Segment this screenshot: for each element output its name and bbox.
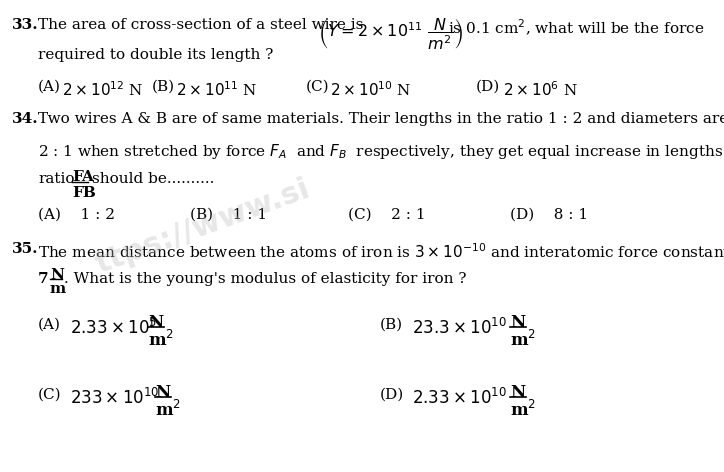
Text: (D)    8 : 1: (D) 8 : 1 [510, 208, 588, 222]
Text: $2.33 \times 10^{10}$: $2.33 \times 10^{10}$ [412, 388, 507, 408]
Text: m$^{2}$: m$^{2}$ [155, 400, 181, 420]
Text: FB: FB [72, 186, 96, 200]
Text: $23.3 \times 10^{10}$: $23.3 \times 10^{10}$ [412, 318, 507, 338]
Text: $233 \times 10^{10}$: $233 \times 10^{10}$ [70, 388, 159, 408]
Text: 2 : 1 when stretched by force $F_{A}$  and $F_{B}$  respectively, they get equal: 2 : 1 when stretched by force $F_{A}$ an… [38, 142, 724, 161]
Text: (C)    2 : 1: (C) 2 : 1 [348, 208, 426, 222]
Text: (C): (C) [38, 388, 62, 402]
Text: Two wires A & B are of same materials. Their lengths in the ratio 1 : 2 and diam: Two wires A & B are of same materials. T… [38, 112, 724, 126]
Text: $2 \times 10^{12}$ N: $2 \times 10^{12}$ N [62, 80, 143, 99]
Text: $2 \times 10^{6}$ N: $2 \times 10^{6}$ N [503, 80, 578, 99]
Text: N: N [50, 268, 64, 282]
Text: is 0.1 cm$^{2}$, what will be the force: is 0.1 cm$^{2}$, what will be the force [448, 18, 704, 38]
Text: N: N [510, 384, 525, 401]
Text: 34.: 34. [12, 112, 38, 126]
Text: m$^{2}$: m$^{2}$ [510, 400, 536, 420]
Text: $2 \times 10^{10}$ N: $2 \times 10^{10}$ N [330, 80, 411, 99]
Text: The mean distance between the atoms of iron is $3 \times 10^{-10}$ and interatom: The mean distance between the atoms of i… [38, 242, 724, 261]
Text: m$^{2}$: m$^{2}$ [148, 330, 174, 350]
Text: 35.: 35. [12, 242, 38, 256]
Text: (C): (C) [306, 80, 329, 94]
Text: (A)    1 : 2: (A) 1 : 2 [38, 208, 115, 222]
Text: ttps://www.si: ttps://www.si [91, 174, 314, 279]
Text: FA: FA [72, 170, 94, 184]
Text: (B): (B) [152, 80, 175, 94]
Text: N: N [510, 314, 525, 331]
Text: required to double its length ?: required to double its length ? [38, 48, 274, 62]
Text: $2.33 \times 10^{5}$: $2.33 \times 10^{5}$ [70, 318, 157, 338]
Text: The area of cross-section of a steel wire is: The area of cross-section of a steel wir… [38, 18, 363, 32]
Text: (A): (A) [38, 318, 61, 332]
Text: (D): (D) [476, 80, 500, 94]
Text: m: m [50, 282, 67, 296]
Text: (D): (D) [380, 388, 404, 402]
Text: (A): (A) [38, 80, 61, 94]
Text: $\left( Y = 2 \times 10^{11}\ \dfrac{N}{m^{2}} \right)$: $\left( Y = 2 \times 10^{11}\ \dfrac{N}{… [318, 16, 463, 52]
Text: 33.: 33. [12, 18, 38, 32]
Text: (B)    1 : 1: (B) 1 : 1 [190, 208, 267, 222]
Text: 7: 7 [38, 272, 49, 286]
Text: N: N [148, 314, 163, 331]
Text: (B): (B) [380, 318, 403, 332]
Text: m$^{2}$: m$^{2}$ [510, 330, 536, 350]
Text: N: N [155, 384, 170, 401]
Text: $2 \times 10^{11}$ N: $2 \times 10^{11}$ N [176, 80, 258, 99]
Text: ratio: ratio [38, 172, 75, 186]
Text: . What is the young's modulus of elasticity for iron ?: . What is the young's modulus of elastic… [64, 272, 466, 286]
Text: should be..........: should be.......... [92, 172, 214, 186]
